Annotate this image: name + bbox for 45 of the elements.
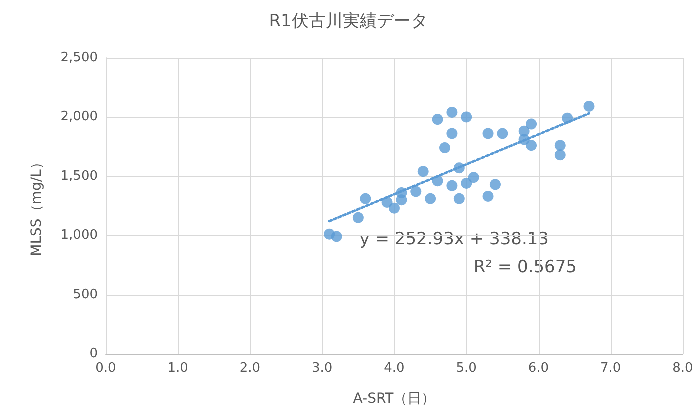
point xyxy=(432,114,444,126)
point xyxy=(418,166,429,178)
point xyxy=(482,128,494,140)
y-axis-title: MLSS（mg/L） xyxy=(29,156,45,256)
point xyxy=(490,179,501,190)
y-tick-label: 1,500 xyxy=(60,168,98,184)
point xyxy=(554,150,566,161)
point xyxy=(461,112,472,123)
point xyxy=(331,231,342,242)
point xyxy=(554,140,566,152)
point xyxy=(352,212,364,224)
y-tick-label: 2,000 xyxy=(60,110,98,125)
annotation: R² = 0.5675 xyxy=(474,258,578,278)
x-tick-label: 3.0 xyxy=(312,361,333,376)
point xyxy=(360,193,372,204)
x-tick-label: 6.0 xyxy=(528,361,550,376)
x-tick-label: 2.0 xyxy=(240,361,261,376)
point xyxy=(461,178,472,189)
x-axis-title: A-SRT（日） xyxy=(353,391,436,407)
point xyxy=(468,172,480,184)
point xyxy=(389,202,400,214)
point xyxy=(526,118,538,130)
point xyxy=(440,142,450,154)
x-tick-label: 5.0 xyxy=(456,361,477,376)
point xyxy=(410,186,422,198)
x-tick-label: 1.0 xyxy=(168,361,188,376)
x-tick-label: 4.0 xyxy=(384,361,405,376)
point xyxy=(526,140,538,152)
chart-title: R1伏古川実績データ xyxy=(269,12,428,32)
x-tick-label: 8.0 xyxy=(672,361,694,376)
point xyxy=(454,193,465,204)
x-tick-label: 7.0 xyxy=(600,361,622,376)
x-tick-label: 0.0 xyxy=(96,361,116,376)
y-tick-label: 1,000 xyxy=(60,228,98,244)
point xyxy=(482,191,494,202)
y-tick-label: 2,500 xyxy=(60,50,98,66)
y-tick-label: 500 xyxy=(73,287,98,302)
point xyxy=(446,128,458,140)
point xyxy=(425,193,436,204)
point xyxy=(446,106,458,118)
point xyxy=(497,128,508,140)
point xyxy=(584,101,595,112)
point xyxy=(396,194,408,206)
y-tick-label: 0 xyxy=(90,346,98,362)
point xyxy=(446,180,458,192)
